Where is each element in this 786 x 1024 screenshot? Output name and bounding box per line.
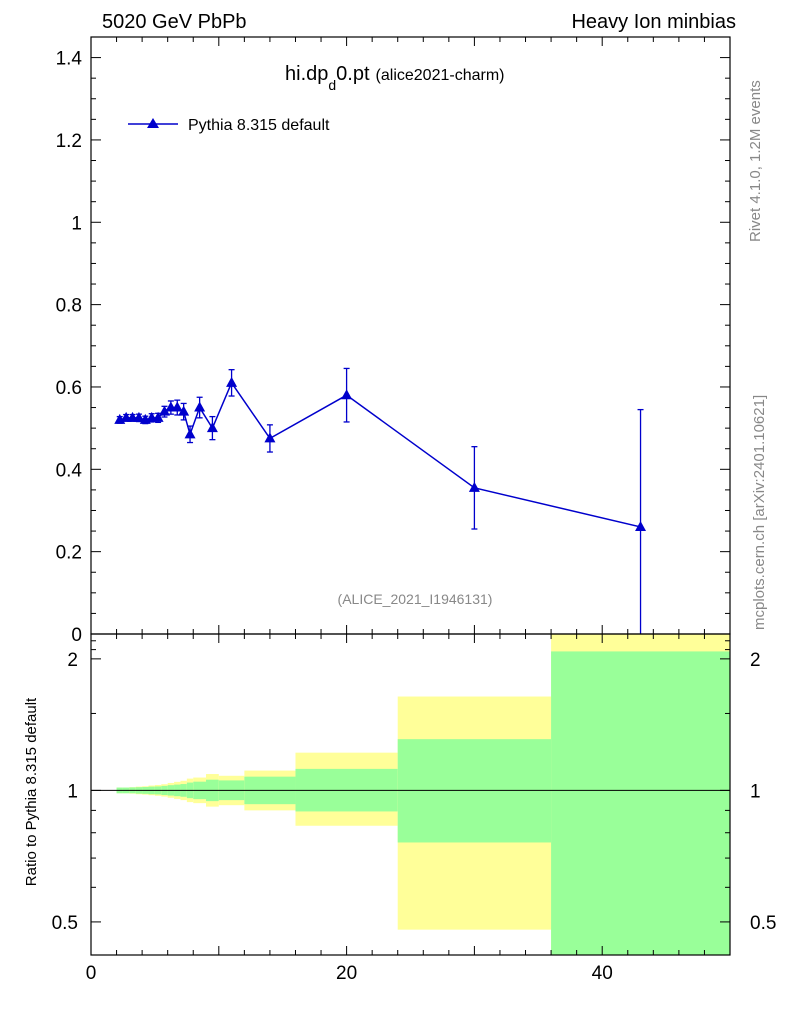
data-point-marker xyxy=(206,422,218,433)
x-tick-label: 0 xyxy=(86,963,97,984)
y-tick-label-main: 1.2 xyxy=(56,131,82,152)
y-tick-label-ratio-right: 2 xyxy=(750,650,761,671)
plot-title: hi.dpd0.pt (alice2021-charm) xyxy=(285,63,504,93)
data-point-marker xyxy=(226,376,238,387)
y-tick-label-main: 0.6 xyxy=(56,378,82,399)
y-tick-label-ratio-right: 0.5 xyxy=(750,913,776,934)
main-panel: 0 0.2 0.4 0.6 0.8 1 1.2 1.4 hi.dpd0.pt (alice202… xyxy=(56,36,731,646)
y-tick-label-main: 0.8 xyxy=(56,296,82,317)
plot-title-tag: (alice2021-charm) xyxy=(376,67,505,84)
data-point-marker xyxy=(468,481,480,492)
legend-triangle-marker xyxy=(147,118,159,128)
ratio-y-tick-labels: 0.5 0.5 1 1 2 2 xyxy=(52,650,777,934)
y-tick-label-ratio-left: 2 xyxy=(67,650,78,671)
legend: Pythia 8.315 default xyxy=(128,117,330,134)
data-point-marker xyxy=(194,401,206,412)
ratio-plot-frame xyxy=(90,633,731,956)
data-point-marker xyxy=(152,411,164,422)
ratio-band-inner xyxy=(551,651,730,955)
mcplots-reference-label: mcplots.cern.ch [arXiv:2401.10621] xyxy=(751,395,768,630)
y-tick-label-main: 1.4 xyxy=(56,49,83,70)
series-line xyxy=(119,381,641,528)
data-point-marker xyxy=(171,401,183,412)
data-point-marker xyxy=(133,411,145,422)
x-tick-label: 40 xyxy=(592,963,613,984)
ratio-panel: 0.5 0.5 1 1 2 2 0 20 40 Ratio to Pythia 8.315 d… xyxy=(23,634,776,984)
data-point-marker xyxy=(341,389,353,400)
x-tick-label: 20 xyxy=(336,963,357,984)
analysis-watermark: (ALICE_2021_I1946131) xyxy=(338,591,493,607)
ratio-uncertainty-bands xyxy=(116,634,730,955)
main-y-tick-labels: 0 0.2 0.4 0.6 0.8 1 1.2 1.4 xyxy=(56,49,83,646)
y-tick-label-main: 0 xyxy=(71,625,82,646)
plot-title-end: 0.pt xyxy=(336,63,370,85)
y-tick-label-ratio-left: 0.5 xyxy=(52,913,78,934)
main-plot-frame xyxy=(90,36,731,635)
rivet-version-label: Rivet 4.1.0, 1.2M events xyxy=(747,80,764,242)
main-data-series xyxy=(114,367,647,634)
plot-title-subscript: d xyxy=(328,77,336,93)
data-point-marker xyxy=(158,405,170,416)
legend-label: Pythia 8.315 default xyxy=(188,117,330,134)
data-point-marker xyxy=(178,405,190,416)
y-tick-label-ratio-left: 1 xyxy=(67,781,78,802)
x-tick-labels: 0 20 40 xyxy=(86,963,613,984)
y-tick-label-main: 0.2 xyxy=(56,543,82,564)
header-process-label: Heavy Ion minbias xyxy=(571,11,736,33)
y-tick-label-ratio-right: 1 xyxy=(750,781,761,802)
y-tick-label-main: 0.4 xyxy=(56,460,83,481)
plot-title-main: hi.dp xyxy=(285,63,328,85)
header-energy-label: 5020 GeV PbPb xyxy=(102,11,247,33)
data-point-marker xyxy=(264,432,276,443)
y-tick-label-main: 1 xyxy=(71,213,82,234)
data-point-marker xyxy=(635,520,647,531)
ratio-y-axis-label: Ratio to Pythia 8.315 default xyxy=(23,697,40,886)
main-axis-ticks xyxy=(90,36,731,635)
data-point-marker xyxy=(184,428,196,439)
